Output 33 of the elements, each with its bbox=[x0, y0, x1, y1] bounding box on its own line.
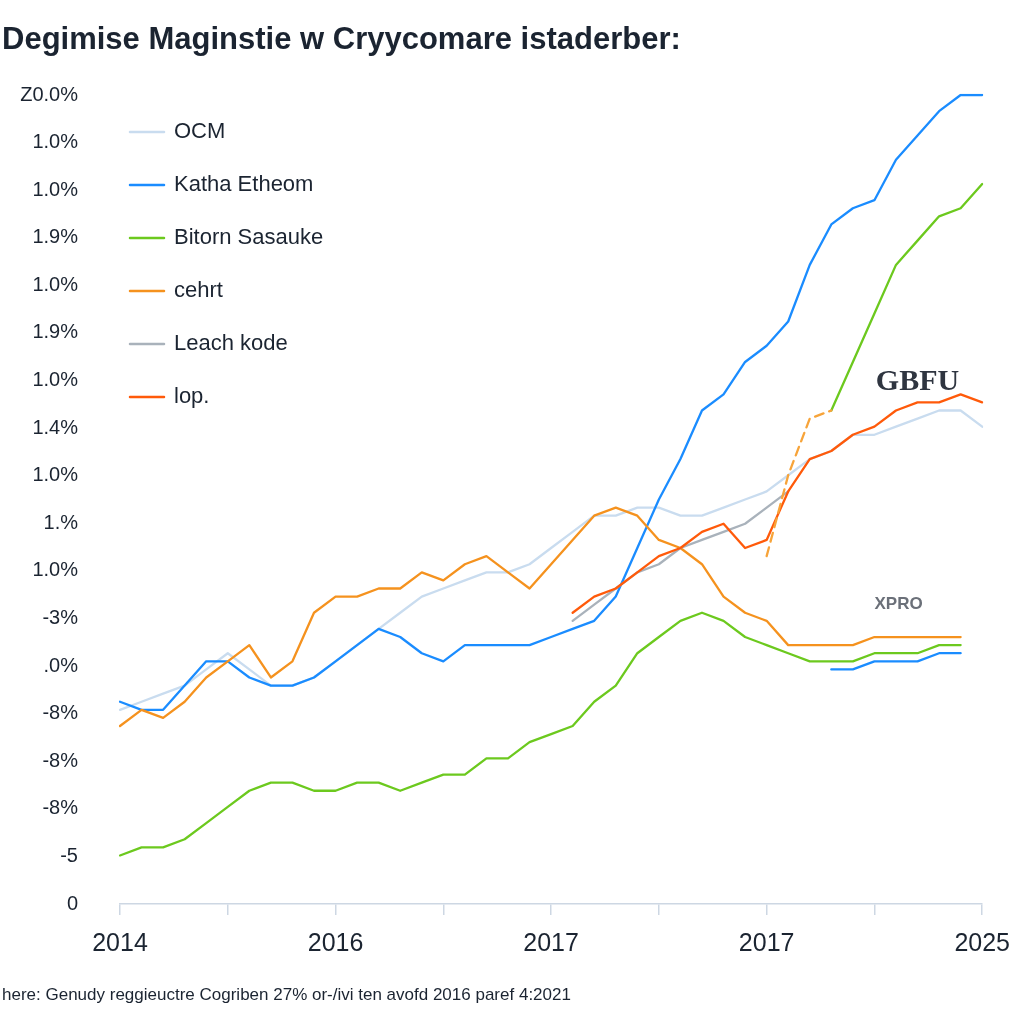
legend-label: Leach kode bbox=[174, 330, 288, 356]
x-tick-label: 2014 bbox=[92, 927, 148, 956]
annotation: XPRO bbox=[874, 593, 923, 613]
text: -8% bbox=[42, 701, 79, 724]
x-tick-label: 2025 bbox=[954, 927, 1010, 956]
text: 1.0% bbox=[32, 558, 79, 581]
text: .0% bbox=[43, 653, 79, 676]
text: -5 bbox=[60, 843, 78, 866]
legend-label: lop. bbox=[174, 383, 210, 409]
text: 1.0% bbox=[32, 272, 79, 295]
text: -8% bbox=[42, 796, 79, 819]
text: 1.0% bbox=[32, 130, 79, 153]
text: Z0.0% bbox=[20, 82, 79, 105]
x-tick-label: 2016 bbox=[307, 927, 364, 956]
legend-label: cehrt bbox=[174, 277, 223, 303]
text: here: Genudy reggieuctre Cogriben 27% or-/ivi ten avofd 2016 paref 4:2021 bbox=[2, 984, 571, 1004]
x-tick-label: 2017 bbox=[523, 927, 579, 956]
text: 1.9% bbox=[32, 225, 79, 248]
text: 1.0% bbox=[32, 463, 79, 486]
text: 1.0% bbox=[32, 368, 79, 391]
text: 0 bbox=[66, 891, 78, 914]
text: 1.0% bbox=[32, 177, 79, 200]
text: -3% bbox=[42, 605, 79, 628]
annotation: GBFU bbox=[875, 362, 960, 396]
text: 1.% bbox=[43, 510, 79, 533]
legend-label: OCM bbox=[174, 118, 226, 144]
chart-title: Degimise Maginstie w Cryycomare istaderber: bbox=[2, 20, 681, 56]
text: 1.4% bbox=[32, 415, 79, 438]
text: -8% bbox=[42, 748, 79, 771]
legend-label: Katha Etheom bbox=[174, 171, 314, 197]
text: 1.9% bbox=[32, 320, 79, 343]
x-tick-label: 2017 bbox=[738, 927, 795, 956]
legend-label: Bitorn Sasauke bbox=[174, 224, 324, 250]
